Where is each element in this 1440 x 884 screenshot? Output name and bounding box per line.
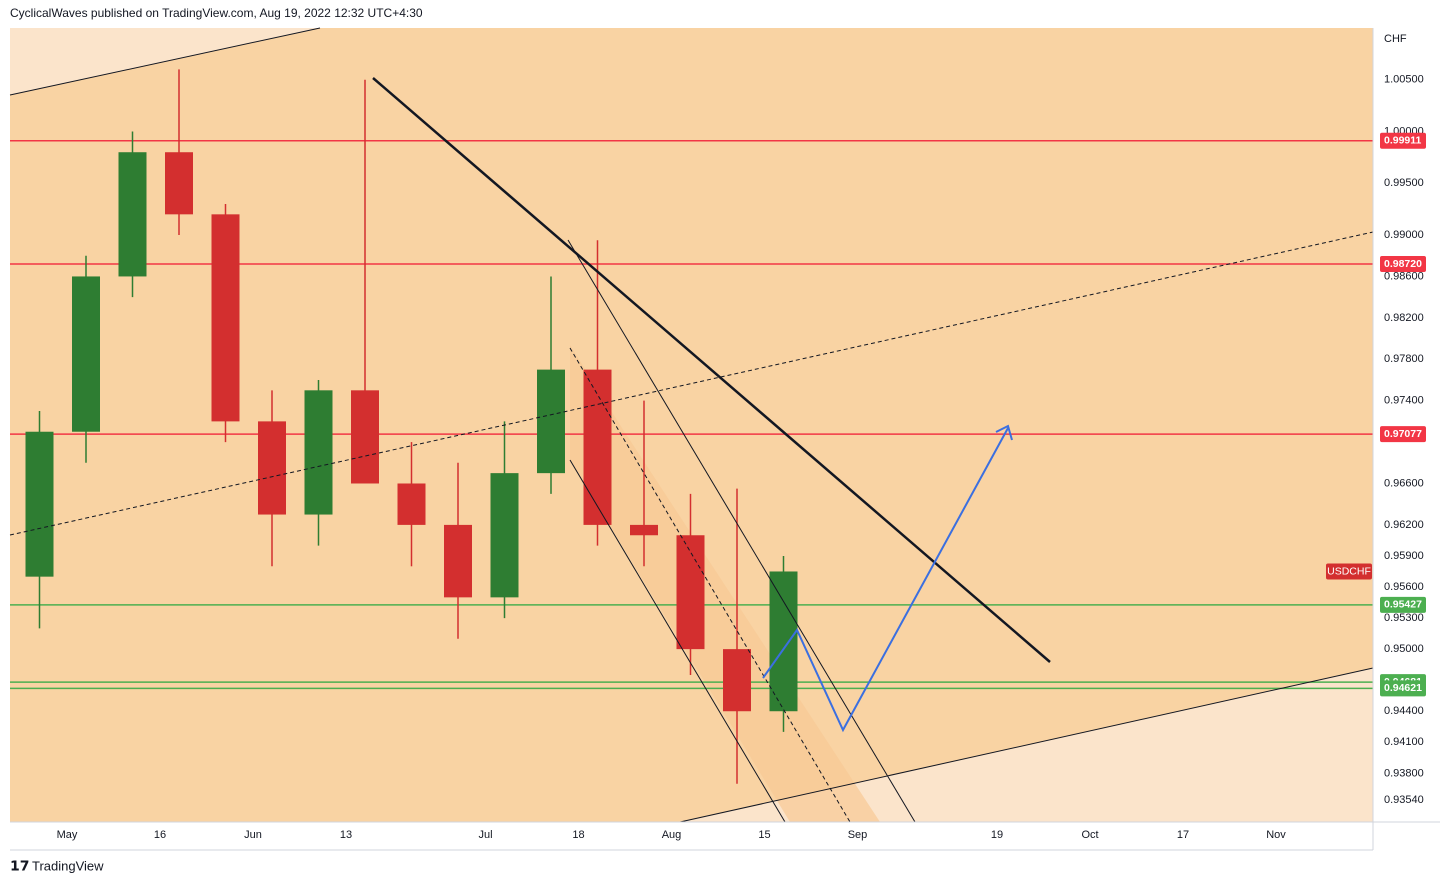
x-tick-label: Sep bbox=[848, 829, 868, 841]
plot-background bbox=[10, 28, 1373, 822]
price-tag bbox=[1380, 680, 1426, 697]
candle-body bbox=[444, 524, 472, 598]
price-tag-label: 0.99911 bbox=[1384, 135, 1422, 147]
price-tag-label: 0.97077 bbox=[1384, 428, 1422, 440]
y-tick-label: 0.94400 bbox=[1384, 705, 1424, 717]
candle-body bbox=[630, 524, 658, 536]
projection bbox=[762, 424, 1013, 733]
x-tick-label: 15 bbox=[758, 829, 770, 841]
projection-path bbox=[762, 427, 1009, 733]
candle-body bbox=[769, 571, 798, 712]
candle-body bbox=[258, 421, 286, 515]
candle-body bbox=[676, 535, 705, 650]
price-tag bbox=[1380, 426, 1426, 443]
x-tick-label: Jun bbox=[244, 829, 262, 841]
x-tick-label: 17 bbox=[1177, 829, 1189, 841]
candle-body bbox=[537, 369, 565, 474]
header: CyclicalWaves published on TradingView.c… bbox=[10, 6, 423, 20]
candle-body bbox=[397, 483, 426, 525]
candle-body bbox=[351, 390, 379, 484]
candle-body bbox=[211, 214, 240, 422]
candle-body bbox=[118, 152, 147, 277]
candle-body bbox=[165, 152, 193, 215]
price-tag bbox=[1380, 596, 1426, 613]
y-tick-label: 0.98600 bbox=[1384, 270, 1424, 282]
x-tick-label: 19 bbox=[991, 829, 1003, 841]
projection-arrow bbox=[995, 424, 1013, 441]
x-tick-label: Oct bbox=[1081, 829, 1098, 841]
y-tick-label: 1.00500 bbox=[1384, 74, 1424, 86]
price-tag-label: 0.98720 bbox=[1384, 258, 1422, 270]
y-tick-label: 0.96200 bbox=[1384, 519, 1424, 531]
y-tick-label: 0.95900 bbox=[1384, 550, 1424, 562]
channel-line bbox=[9, 27, 321, 96]
x-tick-label: 16 bbox=[154, 829, 166, 841]
price-tag-label: 0.95427 bbox=[1384, 599, 1422, 611]
desc-channel-line bbox=[569, 459, 786, 823]
y-tick-label: 0.95300 bbox=[1384, 612, 1424, 624]
y-tick-label: 0.93800 bbox=[1384, 767, 1424, 779]
y-tick-label: 0.94100 bbox=[1384, 736, 1424, 748]
y-tick-label: 0.97400 bbox=[1384, 395, 1424, 407]
x-tick-label: 18 bbox=[572, 829, 584, 841]
y-tick-label: 0.98200 bbox=[1384, 312, 1424, 324]
footer-logo: 𝟭𝟳 TradingView bbox=[10, 858, 104, 874]
x-tick-label: Nov bbox=[1266, 829, 1286, 841]
price-tag bbox=[1380, 132, 1426, 149]
y-tick-label: 0.96600 bbox=[1384, 477, 1424, 489]
candle-body bbox=[583, 369, 612, 525]
trend-line bbox=[372, 77, 1051, 663]
x-tick-label: May bbox=[57, 829, 78, 841]
symbol-tag-label: USDCHF bbox=[1327, 565, 1371, 577]
y-tick-label: 0.93540 bbox=[1384, 794, 1424, 806]
logo-text: TradingView bbox=[32, 858, 104, 873]
desc-channel-midline bbox=[569, 347, 851, 823]
y-tick-label: 0.95000 bbox=[1384, 643, 1424, 655]
currency-label: CHF bbox=[1384, 33, 1407, 45]
x-tick-label: Aug bbox=[662, 829, 682, 841]
channel-line bbox=[679, 667, 1374, 823]
channel-midline bbox=[9, 231, 1374, 536]
price-tag-label: 0.94621 bbox=[1384, 682, 1422, 694]
symbol-tag bbox=[1326, 563, 1372, 580]
candle-body bbox=[490, 473, 519, 598]
candle-body bbox=[723, 649, 751, 712]
y-tick-label: 0.99000 bbox=[1384, 229, 1424, 241]
drawings bbox=[9, 27, 1374, 823]
y-tick-label: 0.95600 bbox=[1384, 581, 1424, 593]
candle-body bbox=[25, 431, 54, 577]
candle-body bbox=[304, 390, 333, 515]
price-tag bbox=[1380, 256, 1426, 273]
desc-channel-line bbox=[567, 239, 916, 823]
x-tick-label: Jul bbox=[478, 829, 492, 841]
logo-mark: 𝟭𝟳 bbox=[10, 858, 29, 874]
x-tick-label: 13 bbox=[340, 829, 352, 841]
candle-body bbox=[72, 276, 100, 432]
y-tick-label: 0.97800 bbox=[1384, 353, 1424, 365]
y-tick-label: 0.99500 bbox=[1384, 177, 1424, 189]
